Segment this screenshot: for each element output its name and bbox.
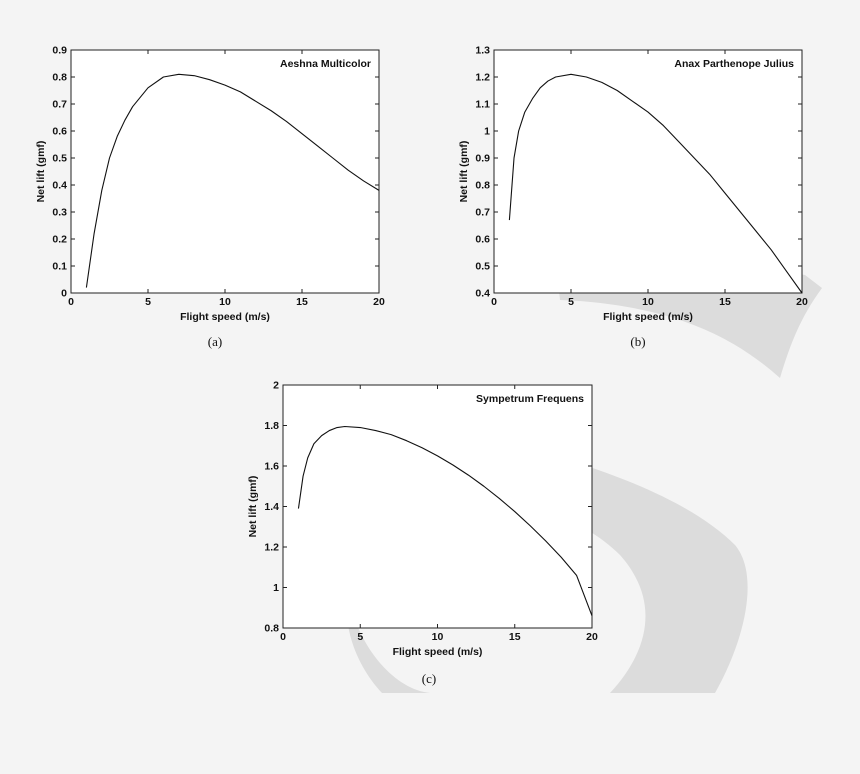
chart-title: Sympetrum Frequens: [476, 393, 584, 405]
y-axis-label: Net lift (gmf): [458, 141, 470, 203]
x-tick-label: 15: [296, 296, 308, 308]
y-tick-label: 0.6: [475, 234, 490, 246]
y-tick-label: 0.4: [52, 180, 67, 192]
x-tick-label: 10: [219, 296, 231, 308]
series-line-0: [297, 425, 593, 617]
y-tick-label: 1: [273, 582, 279, 594]
y-tick-label: 1: [484, 126, 490, 138]
y-tick-label: 0.1: [52, 261, 67, 273]
x-tick-label: 10: [642, 296, 654, 308]
chart-a: 0 5 10 15 20 0 0.1 0.2 0.3 0.4 0.5 0.6 0.7 0.8 0.9 Aesh…: [35, 45, 385, 350]
plot-area: [493, 49, 803, 294]
figure-caption: (c): [422, 671, 436, 686]
y-tick-label: 0.7: [475, 207, 490, 219]
y-tick-label: 0.8: [264, 623, 279, 635]
x-tick-label: 0: [280, 631, 286, 643]
y-tick-label: 1.6: [264, 461, 279, 473]
y-tick-label: 0: [61, 288, 67, 300]
series-line-0: [85, 73, 380, 288]
y-tick-label: 0.3: [52, 207, 67, 219]
x-tick-label: 20: [586, 631, 598, 643]
chart-c: 0 5 10 15 20 0.8 1 1.2 1.4 1.6 1.8 2 Sympetrum Frequ…: [247, 380, 598, 687]
y-tick-label: 0.5: [52, 153, 67, 165]
y-tick-label: 1.2: [475, 72, 490, 84]
series-line-0: [508, 73, 803, 294]
x-tick-label: 15: [509, 631, 521, 643]
plot-area: [70, 49, 380, 294]
y-tick-label: 0.9: [475, 153, 490, 165]
y-axis-label: Net lift (gmf): [35, 141, 47, 203]
y-tick-label: 0.9: [52, 45, 67, 57]
figure-caption: (a): [208, 334, 222, 349]
x-tick-label: 20: [373, 296, 385, 308]
y-tick-label: 1.1: [475, 99, 490, 111]
y-tick-label: 0.5: [475, 261, 490, 273]
x-tick-label: 10: [432, 631, 444, 643]
x-axis-label: Flight speed (m/s): [603, 311, 693, 323]
x-tick-label: 5: [145, 296, 151, 308]
y-tick-label: 1.3: [475, 45, 490, 57]
x-axis-label: Flight speed (m/s): [393, 646, 483, 658]
figure-caption: (b): [630, 334, 645, 349]
x-tick-label: 0: [68, 296, 74, 308]
y-tick-label: 1.2: [264, 542, 279, 554]
x-axis-label: Flight speed (m/s): [180, 311, 270, 323]
x-tick-label: 5: [568, 296, 574, 308]
y-tick-label: 0.7: [52, 99, 67, 111]
x-tick-label: 20: [796, 296, 808, 308]
y-tick-label: 1.4: [264, 501, 279, 513]
chart-b: 0 5 10 15 20 0.4 0.5 0.6 0.7 0.8 0.9 1 1.1 1.2 1.3 Anax…: [458, 45, 808, 350]
y-tick-label: 0.2: [52, 234, 67, 246]
chart-title: Aeshna Multicolor: [280, 58, 371, 70]
x-tick-label: 0: [491, 296, 497, 308]
x-tick-label: 15: [719, 296, 731, 308]
y-tick-label: 0.8: [475, 180, 490, 192]
y-tick-label: 0.8: [52, 72, 67, 84]
y-tick-label: 0.6: [52, 126, 67, 138]
y-tick-label: 0.4: [475, 288, 490, 300]
y-tick-label: 1.8: [264, 420, 279, 432]
chart-title: Anax Parthenope Julius: [674, 58, 794, 70]
y-tick-label: 2: [273, 380, 279, 392]
y-axis-label: Net lift (gmf): [247, 476, 259, 538]
plot-area: [282, 384, 593, 629]
x-tick-label: 5: [357, 631, 363, 643]
